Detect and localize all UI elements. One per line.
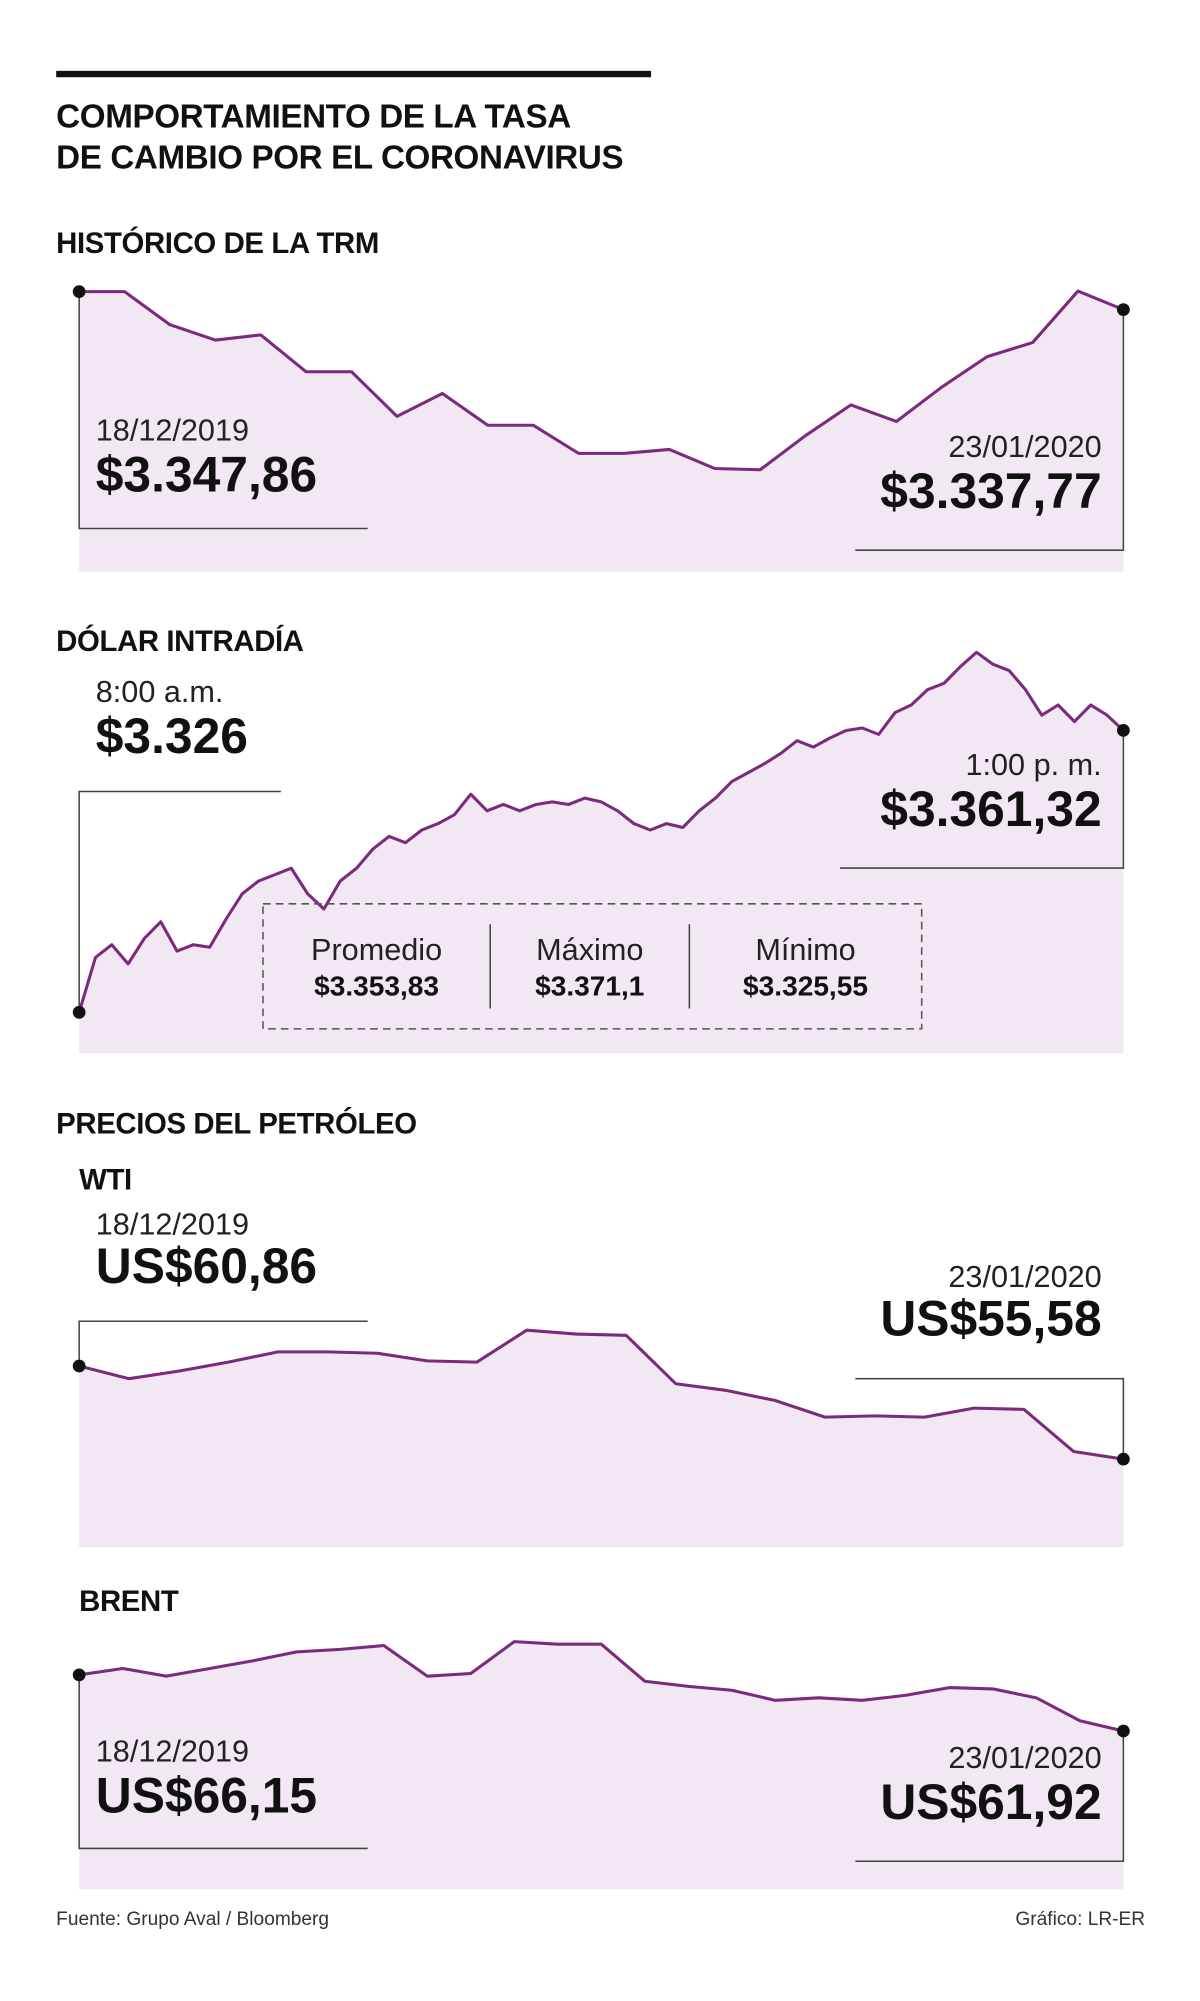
end-dot [1117,1724,1130,1738]
annotation-line [855,309,1125,551]
start-value: US$66,15 [96,1768,317,1824]
chart-heading: BRENT [79,1585,179,1618]
start-dot [72,1359,86,1373]
area [79,1330,1124,1548]
start-dot [72,1668,86,1682]
title-line: COMPORTAMIENTO DE LA TASA [56,99,571,136]
chart-heading: DÓLAR INTRADÍA [56,624,304,658]
start-value: US$60,86 [96,1238,317,1294]
start-date: 18/12/2019 [96,1207,249,1241]
end-value: US$55,58 [880,1290,1101,1346]
stat-value: $3.371,1 [535,971,644,1002]
start-date: 8:00 a.m. [96,675,224,709]
start-value: $3.326 [96,708,248,764]
end-value: $3.337,77 [880,463,1101,519]
section-heading: PRECIOS DEL PETRÓLEO [56,1107,416,1141]
credit: Gráfico: LR-ER [1015,1909,1145,1930]
start-date: 18/12/2019 [96,1735,249,1769]
start-dot [72,285,86,299]
annotation-line [78,1674,368,1850]
end-date: 23/01/2020 [948,1260,1101,1294]
end-date: 23/01/2020 [948,1741,1101,1775]
annotation-line [839,730,1125,869]
source: Fuente: Grupo Aval / Bloomberg [56,1909,329,1930]
line [79,289,1124,472]
top-bar [56,70,652,78]
end-dot [1117,724,1130,737]
chart-heading: HISTÓRICO DE LA TRM [56,226,379,260]
area [79,1641,1124,1890]
line [77,650,1125,1013]
start-value: $3.347,86 [96,446,317,502]
stat-label: Máximo [536,933,643,967]
chart-heading: WTI [79,1164,132,1197]
stat-value: $3.353,83 [314,971,439,1002]
end-dot [1117,1452,1130,1466]
annotation-line [78,790,281,1013]
annotation-line [78,291,368,530]
stat-label: Mínimo [755,933,855,967]
title-line: DE CAMBIO POR EL CORONAVIRUS [56,140,623,177]
start-date: 18/12/2019 [96,413,249,447]
area [79,652,1124,1054]
annotation-line [855,1377,1125,1460]
start-dot [72,1005,86,1019]
annotation-line [855,1731,1125,1862]
stats-box [262,903,923,1030]
stat-value: $3.325,55 [743,971,868,1002]
end-dot [1117,303,1130,317]
line [78,1640,1124,1733]
end-value: US$61,92 [880,1774,1101,1830]
stat-label: Promedio [311,933,442,967]
end-date: 1:00 p. m. [965,748,1101,782]
area [79,291,1124,572]
annotation-line [78,1320,368,1366]
line [78,1328,1124,1461]
end-date: 23/01/2020 [948,430,1101,464]
end-value: $3.361,32 [880,781,1101,837]
